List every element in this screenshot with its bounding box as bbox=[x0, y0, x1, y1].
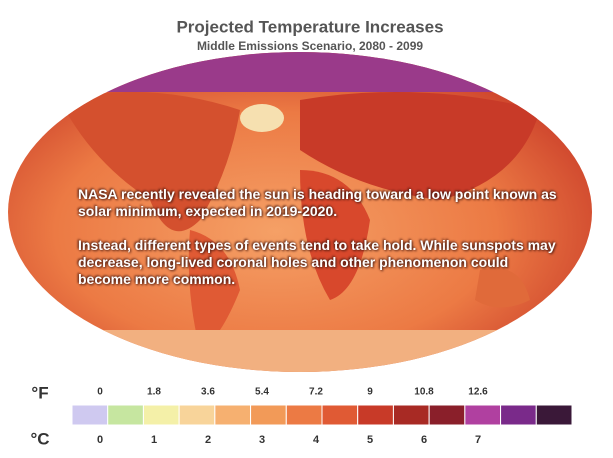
color-swatch bbox=[71, 404, 109, 426]
color-swatch bbox=[178, 404, 216, 426]
land bbox=[475, 268, 530, 308]
color-swatch bbox=[107, 404, 144, 426]
celsius-unit: °C bbox=[30, 429, 49, 448]
land bbox=[300, 92, 540, 200]
celsius-label: 5 bbox=[367, 434, 373, 446]
land bbox=[240, 104, 284, 132]
color-swatch bbox=[285, 404, 323, 426]
land bbox=[300, 170, 370, 300]
color-swatch bbox=[214, 404, 252, 426]
celsius-label: 0 bbox=[97, 434, 103, 446]
fahrenheit-label: 12.6 bbox=[468, 387, 488, 398]
color-swatch bbox=[250, 404, 287, 426]
overlay-text: NASA recently revealed the sun is headin… bbox=[78, 186, 558, 305]
color-swatch bbox=[535, 404, 573, 426]
subtitle: Middle Emissions Scenario, 2080 - 2099 bbox=[197, 39, 423, 53]
color-swatch bbox=[464, 404, 502, 426]
map bbox=[8, 52, 592, 372]
fahrenheit-label: 9 bbox=[367, 387, 373, 398]
land bbox=[188, 230, 240, 350]
fahrenheit-label: 1.8 bbox=[147, 387, 161, 398]
celsius-label: 7 bbox=[475, 434, 481, 446]
arctic-band bbox=[8, 52, 592, 92]
color-swatch bbox=[392, 404, 430, 426]
land bbox=[60, 92, 240, 232]
fahrenheit-label: 10.8 bbox=[414, 387, 434, 398]
overlay-paragraph: Instead, different types of events tend … bbox=[78, 237, 556, 287]
title: Projected Temperature Increases bbox=[176, 17, 443, 36]
color-swatch bbox=[500, 404, 537, 426]
celsius-label: 2 bbox=[205, 434, 211, 446]
fahrenheit-label: 7.2 bbox=[309, 387, 323, 398]
legend: 0 1.8 3.6 5.4 7.2 9 10.8 12.6 0 1 2 3 4 5 6 7 bbox=[71, 387, 573, 446]
celsius-label: 1 bbox=[151, 434, 157, 446]
color-swatch bbox=[142, 404, 180, 426]
color-swatch bbox=[428, 404, 466, 426]
fahrenheit-label: 0 bbox=[97, 387, 103, 398]
fahrenheit-unit: °F bbox=[31, 383, 48, 402]
fahrenheit-label: 3.6 bbox=[201, 387, 215, 398]
celsius-label: 3 bbox=[259, 434, 265, 446]
overlay-paragraph: NASA recently revealed the sun is headin… bbox=[78, 186, 557, 219]
color-swatch bbox=[321, 404, 359, 426]
color-swatch bbox=[357, 404, 394, 426]
celsius-label: 6 bbox=[421, 434, 427, 446]
antarctic-band bbox=[8, 330, 592, 372]
celsius-label: 4 bbox=[313, 434, 320, 446]
fahrenheit-label: 5.4 bbox=[255, 387, 269, 398]
